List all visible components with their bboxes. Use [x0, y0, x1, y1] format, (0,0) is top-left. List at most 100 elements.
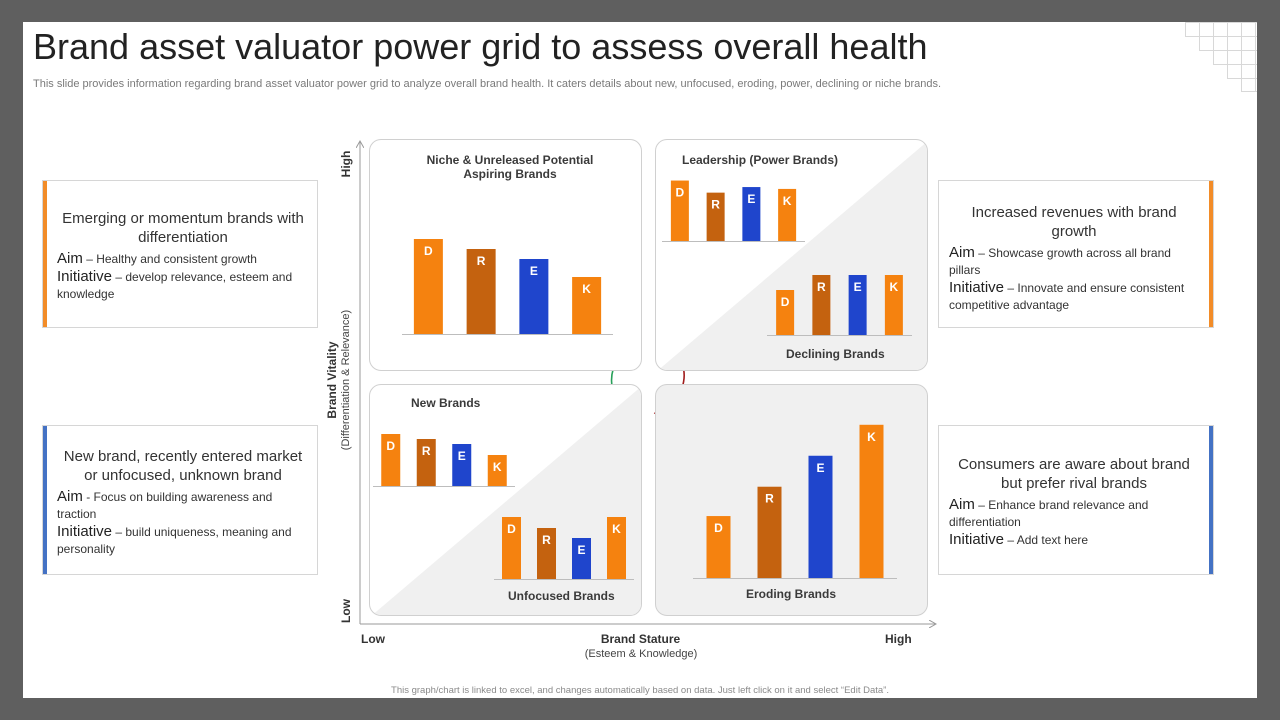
bar-d [381, 434, 401, 486]
box-aim: Aim – Enhance brand relevance and differ… [949, 496, 1199, 531]
quadrant-eroding: D R E K Eroding Brands [655, 384, 928, 616]
x-axis-subtitle: (Esteem & Knowledge) [584, 648, 698, 660]
initiative-label: Initiative [57, 523, 113, 540]
box-new-brand: New brand, recently entered market or un… [42, 425, 318, 575]
aim-text: - Focus on building awareness and tracti… [57, 490, 273, 521]
box-initiative: Initiative – Add text here [949, 531, 1199, 549]
bar-label-r: R [477, 254, 486, 268]
bar-r [706, 192, 725, 241]
initiative-label: Initiative [57, 268, 113, 285]
bar-r [466, 249, 496, 334]
bar-label-k: K [493, 460, 502, 474]
box-heading: Emerging or momentum brands with differe… [62, 210, 304, 246]
initiative-text: – Add text here [1007, 533, 1089, 547]
aim-label: Aim [949, 496, 975, 513]
bar-label-k: K [890, 280, 899, 294]
x-axis-low-label: Low [361, 632, 385, 646]
aim-text: – Enhance brand relevance and differenti… [949, 498, 1149, 529]
x-axis-title: Brand Stature [600, 632, 681, 646]
box-initiative: Initiative – Innovate and ensure consist… [949, 279, 1199, 314]
aim-label: Aim [949, 244, 975, 261]
bar-label-e: E [854, 280, 862, 294]
bar-d [413, 239, 443, 334]
bar-e [808, 455, 833, 578]
bar-r [757, 486, 782, 578]
bar-label-k: K [582, 282, 591, 296]
initiative-text: – Innovate and ensure consistent competi… [949, 281, 1185, 312]
quadrant-niche: D R E K Niche & Unreleased Potential Aspiri… [369, 139, 642, 371]
page-title: Brand asset valuator power grid to asses… [33, 26, 928, 67]
bar-d [706, 516, 731, 578]
bar-label-r: R [817, 280, 826, 294]
bar-r [812, 275, 831, 335]
bar-d [776, 290, 795, 335]
corner-grid-decoration [1185, 22, 1257, 92]
box-aim: Aim – Showcase growth across all brand p… [949, 244, 1199, 279]
quadrant-label-declining: Declining Brands [786, 347, 885, 361]
bar-e [742, 187, 761, 241]
box-heading: New brand, recently entered market or un… [63, 448, 303, 484]
bar-label-d: D [781, 295, 790, 309]
aim-text: – Showcase growth across all brand pilla… [949, 246, 1171, 277]
niche-bar-chart: D R E K [402, 239, 613, 335]
leadership-bar-chart: DR E K [662, 180, 805, 242]
bar-k [778, 188, 797, 241]
initiative-text: – develop relevance, esteem and knowledg… [57, 270, 293, 301]
box-emerging-brands: Emerging or momentum brands with differe… [42, 180, 318, 328]
bar-e [519, 259, 549, 334]
box-accent-bar [1209, 426, 1213, 574]
bar-r [416, 439, 436, 486]
bar-label-d: D [714, 521, 723, 535]
y-axis-title: Brand Vitality [325, 341, 339, 419]
bar-label-e: E [458, 449, 466, 463]
bar-label-r: R [765, 492, 774, 506]
initiative-text: – build uniqueness, meaning and personal… [57, 525, 292, 556]
page-subtitle: This slide provides information regardin… [33, 78, 942, 90]
bar-r [537, 528, 556, 579]
initiative-label: Initiative [949, 279, 1005, 296]
y-axis-subtitle: (Differentiation & Relevance) [340, 309, 352, 451]
quadrant-label-eroding: Eroding Brands [746, 587, 837, 601]
bar-k [572, 277, 602, 334]
box-aim: Aim - Focus on building awareness and tr… [57, 488, 309, 523]
bar-k [884, 275, 903, 335]
box-accent-bar [43, 426, 47, 574]
bar-d [670, 180, 689, 241]
bar-k [859, 424, 884, 578]
bar-label-e: E [530, 264, 538, 278]
bar-label-r: R [542, 533, 551, 547]
declining-bar-chart: D R E K [767, 275, 912, 336]
box-consumers-aware: Consumers are aware about brand but pref… [938, 425, 1214, 575]
bar-label-r: R [422, 444, 431, 458]
bar-e [572, 538, 591, 579]
bar-label-k: K [783, 194, 792, 208]
bar-k [607, 517, 626, 579]
bar-label-d: D [424, 244, 433, 258]
quadrant-label-new: New Brands [411, 396, 481, 410]
bar-d [502, 517, 521, 579]
quadrant-label-leadership: Leadership (Power Brands) [682, 153, 839, 167]
box-accent-bar [43, 181, 47, 327]
box-heading: Consumers are aware about brand but pref… [958, 456, 1190, 492]
unfocused-bar-chart: D R E K [494, 517, 634, 580]
y-axis-low-label: Low [339, 599, 353, 623]
quadrant-power: D R E K D R E K Leadership (Power Brands) Decl… [655, 139, 928, 371]
bar-label-k: K [612, 522, 621, 536]
bar-k [487, 455, 507, 486]
aim-label: Aim [57, 488, 83, 505]
quadrant-new: D R E K D R E K New Brands Unfocused Brands [369, 384, 642, 616]
slide: Brand asset valuator power grid to asses… [23, 22, 1257, 698]
box-accent-bar [1209, 181, 1213, 327]
bar-label-d: D [386, 439, 395, 453]
initiative-label: Initiative [949, 531, 1005, 548]
bar-label-r: R [711, 198, 720, 212]
bar-label-d: D [507, 522, 516, 536]
new-brands-bar-chart: D R E K [373, 434, 515, 487]
quadrant-label-niche: Niche & Unreleased Potential Aspiring Br… [426, 153, 594, 181]
box-initiative: Initiative – develop relevance, esteem a… [57, 268, 309, 303]
box-aim: Aim – Healthy and consistent growth [57, 250, 309, 268]
eroding-bar-chart: D R E K [693, 424, 897, 579]
bar-label-k: K [867, 430, 876, 444]
bar-e [452, 444, 472, 486]
x-axis-high-label: High [885, 632, 912, 646]
